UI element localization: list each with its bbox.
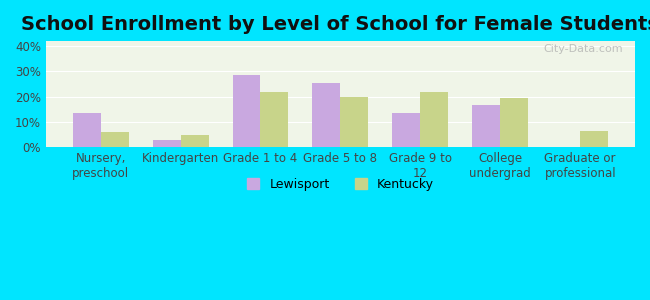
Bar	[421, 92, 448, 147]
Bar	[580, 131, 608, 147]
Bar	[261, 92, 289, 147]
Bar	[500, 98, 528, 147]
Title: School Enrollment by Level of School for Female Students: School Enrollment by Level of School for…	[21, 15, 650, 34]
Legend: Lewisport, Kentucky: Lewisport, Kentucky	[242, 173, 439, 196]
Text: City-Data.com: City-Data.com	[543, 44, 623, 54]
Bar	[233, 75, 261, 147]
Bar	[341, 97, 369, 147]
Bar	[313, 83, 341, 147]
Bar	[73, 113, 101, 147]
Bar	[393, 113, 421, 147]
Bar	[181, 134, 209, 147]
Bar	[153, 140, 181, 147]
Bar	[101, 132, 129, 147]
Bar	[473, 106, 501, 147]
